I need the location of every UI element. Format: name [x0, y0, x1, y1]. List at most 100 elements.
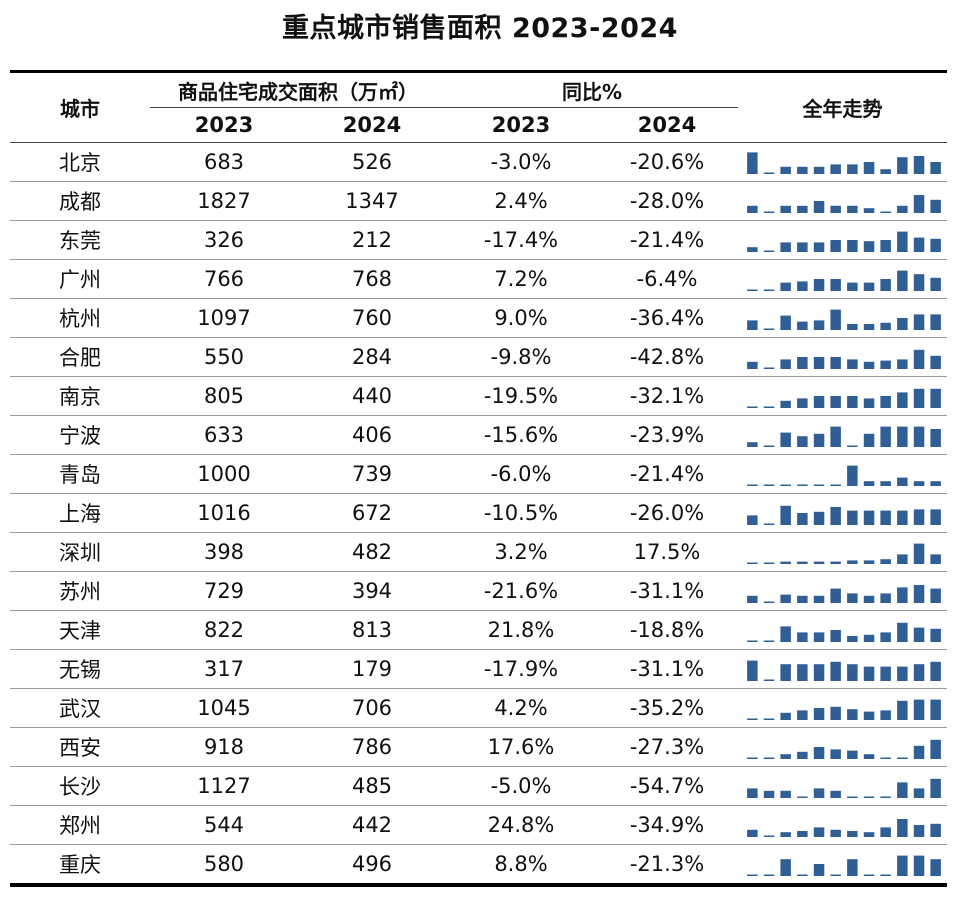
trend-bar	[930, 388, 941, 408]
trend-bar	[930, 554, 941, 564]
table-row: 西安 918 786 17.6% -27.3%	[10, 727, 948, 767]
trend-cell	[738, 493, 948, 533]
trend-bar	[797, 513, 808, 525]
trend-bar	[763, 484, 775, 486]
header-trend: 全年走势	[738, 70, 948, 143]
trend-bar	[847, 750, 858, 759]
trend-bar	[830, 507, 841, 525]
trend-sparkline	[747, 270, 941, 291]
trend-bar	[780, 282, 791, 291]
trend-sparkline	[747, 585, 941, 603]
trend-bar	[930, 277, 941, 291]
city-cell: 青岛	[10, 454, 150, 494]
trend-bar	[847, 664, 858, 681]
trend-bar	[897, 205, 908, 213]
trend-bar	[863, 634, 875, 642]
trend-bar	[930, 509, 941, 525]
city-cell: 无锡	[10, 649, 150, 689]
table-row: 长沙 1127 485 -5.0% -54.7%	[10, 766, 948, 806]
city-cell: 上海	[10, 493, 150, 533]
area-2023-cell: 317	[150, 649, 298, 689]
trend-bar	[780, 561, 791, 564]
yoy-2023-cell: -21.6%	[446, 571, 596, 611]
trend-bar	[913, 543, 925, 564]
area-2024-cell: 672	[298, 493, 446, 533]
trend-bar	[913, 788, 925, 798]
city-cell: 郑州	[10, 805, 150, 845]
trend-bar	[930, 588, 941, 603]
trend-bar	[780, 754, 791, 759]
trend-bar	[747, 152, 758, 174]
trend-bar	[830, 829, 841, 837]
table-row: 宁波 633 406 -15.6% -23.9%	[10, 415, 948, 455]
yoy-2024-cell: -23.9%	[596, 415, 739, 455]
trend-sparkline	[747, 543, 941, 564]
trend-sparkline	[747, 152, 941, 174]
trend-cell	[738, 688, 948, 728]
trend-bar	[813, 561, 825, 564]
trend-cell	[738, 844, 948, 887]
area-2024-cell: 496	[298, 844, 446, 887]
yoy-2023-cell: 21.8%	[446, 610, 596, 650]
trend-bar	[847, 560, 858, 564]
trend-bar	[880, 559, 891, 564]
trend-bar	[897, 757, 908, 759]
trend-bar	[863, 711, 875, 720]
trend-cell	[738, 610, 948, 650]
trend-bar	[897, 392, 908, 408]
trend-bar	[863, 481, 875, 486]
trend-bar	[780, 432, 791, 447]
trend-bar	[913, 664, 925, 681]
trend-bar	[797, 321, 808, 330]
trend-bar	[880, 874, 891, 876]
trend-bar	[930, 429, 941, 447]
trend-bar	[847, 282, 858, 291]
trend-bar	[813, 357, 825, 369]
trend-bar	[813, 864, 825, 876]
trend-bar	[813, 632, 825, 642]
trend-bar	[830, 426, 841, 447]
trend-bar	[747, 718, 758, 720]
area-2024-cell: 406	[298, 415, 446, 455]
area-2024-cell: 1347	[298, 181, 446, 221]
trend-bar	[763, 718, 775, 720]
yoy-2024-cell: -42.8%	[596, 337, 739, 377]
trend-sparkline	[747, 660, 941, 681]
trend-bar	[763, 367, 775, 369]
trend-sparkline	[747, 778, 941, 798]
area-2023-cell: 398	[150, 532, 298, 572]
city-cell: 北京	[10, 142, 150, 182]
trend-bar	[780, 859, 791, 876]
trend-bar	[913, 509, 925, 525]
area-2024-cell: 760	[298, 298, 446, 338]
header-area-2024: 2024	[298, 107, 446, 143]
area-2024-cell: 786	[298, 727, 446, 767]
city-cell: 苏州	[10, 571, 150, 611]
trend-sparkline	[747, 388, 941, 408]
trend-bar	[763, 328, 775, 330]
trend-bar	[813, 320, 825, 330]
trend-bar	[780, 790, 791, 798]
trend-bar	[863, 208, 875, 213]
trend-bar	[880, 481, 891, 486]
trend-bar	[930, 162, 941, 174]
trend-bar	[763, 835, 775, 837]
trend-cell	[738, 298, 948, 338]
yoy-2023-cell: 9.0%	[446, 298, 596, 338]
trend-bar	[913, 388, 925, 408]
trend-bar	[813, 242, 825, 252]
trend-bar	[880, 796, 891, 798]
trend-bar	[780, 712, 791, 720]
trend-bar	[897, 554, 908, 564]
yoy-2023-cell: 2.4%	[446, 181, 596, 221]
trend-bar	[930, 699, 941, 720]
trend-bar	[930, 238, 941, 252]
trend-bar	[863, 560, 875, 564]
area-2023-cell: 766	[150, 259, 298, 299]
trend-bar	[863, 324, 875, 330]
table-row: 青岛 1000 739 -6.0% -21.4%	[10, 454, 948, 494]
trend-bar	[780, 664, 791, 681]
trend-bar	[830, 661, 841, 681]
trend-bar	[747, 361, 758, 369]
area-2023-cell: 1000	[150, 454, 298, 494]
